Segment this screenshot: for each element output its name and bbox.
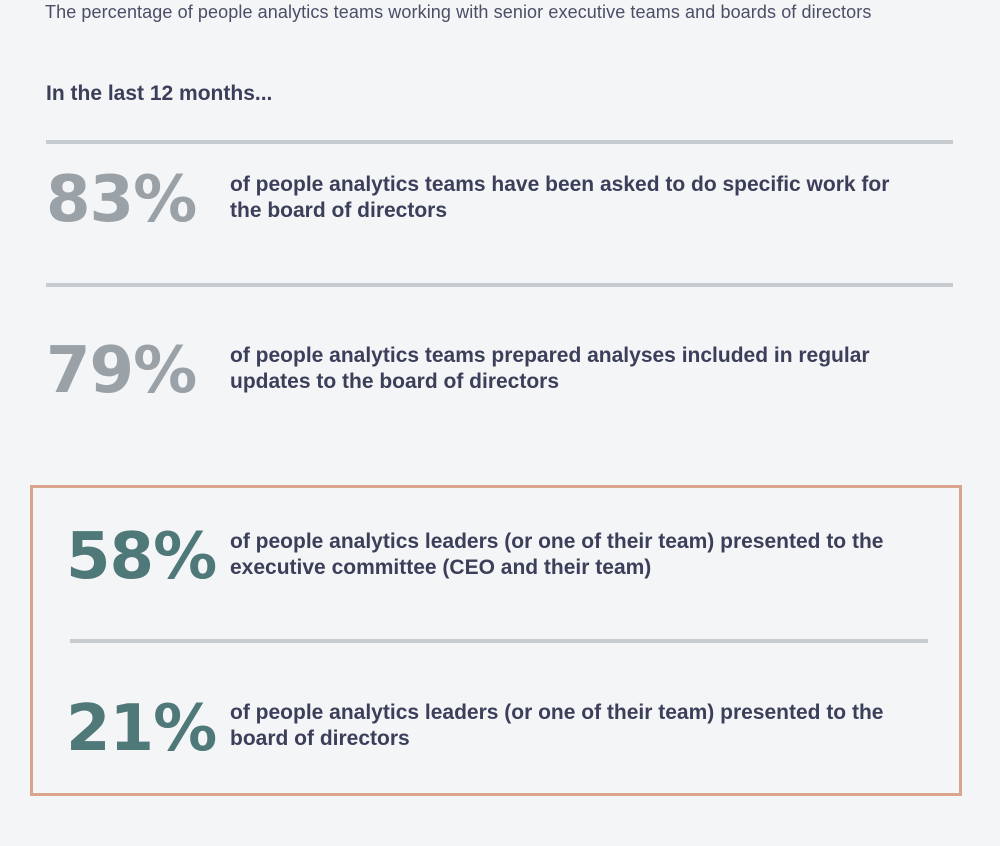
intro-heading: In the last 12 months...: [46, 82, 273, 105]
divider-top: [46, 140, 953, 144]
stat-description-83: of people analytics teams have been aske…: [230, 173, 890, 222]
stat-description-79: of people analytics teams prepared analy…: [230, 344, 870, 393]
divider-highlight: [70, 639, 928, 643]
highlight-box: [30, 485, 962, 796]
stat-description-21: of people analytics leaders (or one of t…: [230, 701, 884, 750]
stat-value-58: 58%: [66, 520, 217, 594]
stat-value-79: 79%: [46, 334, 197, 408]
stat-description-58: of people analytics leaders (or one of t…: [230, 530, 884, 579]
stat-value-83: 83%: [46, 163, 197, 237]
chart-subtitle: The percentage of people analytics teams…: [45, 2, 872, 22]
divider-middle: [46, 283, 953, 287]
stat-value-21: 21%: [66, 692, 217, 766]
